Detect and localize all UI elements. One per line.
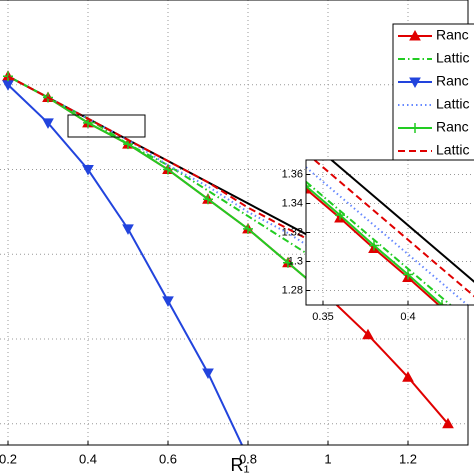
series-line <box>312 160 474 298</box>
point-marker <box>243 223 253 234</box>
y-tick-label: 1.3 <box>288 255 303 267</box>
point-marker <box>162 296 174 307</box>
series-line <box>7 75 329 260</box>
legend-label: Lattic <box>436 50 469 66</box>
point-marker <box>442 417 454 429</box>
legend-label: Ranc <box>436 73 469 89</box>
legend-marker <box>410 123 420 133</box>
point-marker <box>335 210 345 221</box>
legend-marker <box>409 29 421 41</box>
legend-label: Lattic <box>436 96 469 112</box>
legend-marker <box>409 77 421 89</box>
x-tick-label: 1.2 <box>399 451 417 466</box>
x-tick-label: 0.6 <box>159 451 177 466</box>
y-tick-label: 1.34 <box>282 197 303 209</box>
series-line <box>306 180 453 305</box>
series-group <box>306 160 474 305</box>
series-line <box>329 160 474 283</box>
x-tick-label: 0.35 <box>312 311 333 323</box>
point-marker <box>369 240 379 251</box>
point-marker <box>306 181 311 192</box>
legend-label: Lattic <box>436 142 469 158</box>
legend: Ranc Lattic Ranc Lattic Ranc Lattic <box>392 23 474 166</box>
point-marker <box>122 224 134 235</box>
point-marker <box>3 71 13 82</box>
zoom-box <box>67 114 146 138</box>
point-marker <box>202 368 214 379</box>
x-tick-label: 1 <box>324 451 331 466</box>
point-marker <box>203 194 213 205</box>
y-tick-label: 1.36 <box>282 168 303 180</box>
plot-frame <box>305 159 474 306</box>
legend-label: Ranc <box>436 119 469 135</box>
x-tick-label: 0.4 <box>79 451 97 466</box>
legend-label: Ranc <box>436 27 469 43</box>
point-marker <box>163 164 173 175</box>
point-marker <box>437 300 447 305</box>
point-marker <box>42 118 54 129</box>
series-line <box>7 75 329 251</box>
point-marker <box>402 371 414 382</box>
x-tick-label: 0.8 <box>239 451 257 466</box>
series-line <box>306 185 444 305</box>
x-axis-label: R₁ <box>230 455 249 474</box>
x-tick-label: 0.2 <box>0 451 17 466</box>
inset-plot: 0.35 0.4 1.28 1.3 1.32 1.34 1.36 <box>282 159 474 323</box>
series-group <box>2 70 454 445</box>
point-marker <box>362 328 374 340</box>
point-marker <box>403 269 413 280</box>
y-tick-label: 1.28 <box>282 284 303 296</box>
point-marker <box>82 165 94 176</box>
legend-box <box>392 23 474 166</box>
series-line <box>306 188 441 305</box>
y-tick-label: 1.32 <box>282 226 303 238</box>
series-line <box>306 166 470 305</box>
point-marker <box>283 257 293 268</box>
x-tick-label: 0.4 <box>400 311 415 323</box>
